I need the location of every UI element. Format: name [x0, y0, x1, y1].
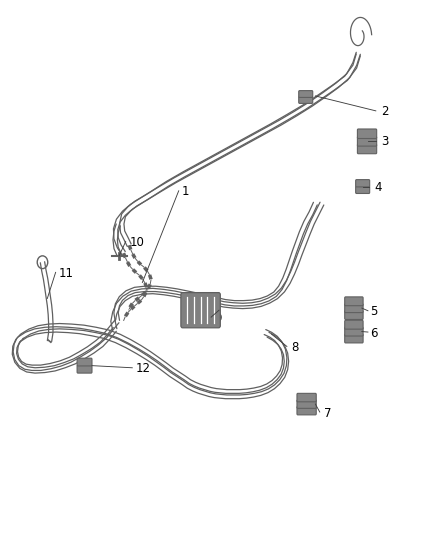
Text: 9: 9 [215, 312, 222, 325]
FancyBboxPatch shape [345, 297, 363, 306]
FancyBboxPatch shape [77, 358, 92, 366]
FancyBboxPatch shape [181, 293, 220, 328]
FancyBboxPatch shape [299, 91, 313, 98]
FancyBboxPatch shape [356, 186, 370, 193]
FancyBboxPatch shape [297, 400, 316, 408]
FancyBboxPatch shape [345, 304, 363, 312]
Text: 7: 7 [324, 407, 332, 419]
FancyBboxPatch shape [357, 136, 377, 146]
Text: 6: 6 [370, 327, 378, 340]
FancyBboxPatch shape [356, 180, 370, 187]
Text: 11: 11 [59, 267, 74, 280]
Text: 3: 3 [381, 135, 389, 148]
FancyBboxPatch shape [345, 334, 363, 343]
FancyBboxPatch shape [345, 327, 363, 336]
Text: 10: 10 [129, 236, 144, 249]
Text: 1: 1 [182, 185, 189, 198]
Text: 5: 5 [370, 305, 378, 318]
Text: 4: 4 [374, 181, 382, 194]
FancyBboxPatch shape [357, 129, 377, 139]
Text: 2: 2 [381, 106, 389, 118]
FancyBboxPatch shape [357, 144, 377, 154]
Text: 12: 12 [136, 362, 151, 375]
FancyBboxPatch shape [345, 311, 363, 319]
FancyBboxPatch shape [297, 406, 316, 415]
FancyBboxPatch shape [345, 320, 363, 329]
FancyBboxPatch shape [299, 96, 313, 103]
FancyBboxPatch shape [297, 393, 316, 402]
FancyBboxPatch shape [77, 365, 92, 373]
Text: 8: 8 [291, 341, 299, 354]
